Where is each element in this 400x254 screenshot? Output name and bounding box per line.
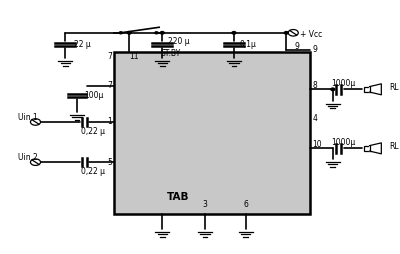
Text: 4: 4 [313, 114, 318, 123]
Circle shape [284, 31, 288, 34]
Text: 9: 9 [313, 45, 318, 54]
Text: 22 μ: 22 μ [74, 40, 91, 49]
Text: 8: 8 [313, 81, 317, 90]
Text: + Vcc: + Vcc [300, 29, 322, 39]
Text: TAB: TAB [166, 192, 189, 202]
Text: 9: 9 [295, 42, 300, 51]
Text: 10: 10 [313, 140, 322, 149]
Bar [364, 146, 370, 151]
Text: Uin 2: Uin 2 [18, 153, 38, 162]
Text: 7: 7 [107, 81, 112, 90]
Circle shape [160, 31, 164, 34]
Text: RL: RL [389, 142, 399, 151]
Text: 7: 7 [107, 52, 112, 61]
Text: 220 μ: 220 μ [168, 37, 190, 45]
Circle shape [119, 32, 122, 34]
Polygon shape [370, 143, 381, 154]
Text: 0,22 μ: 0,22 μ [81, 167, 105, 176]
Circle shape [331, 88, 335, 91]
Polygon shape [370, 84, 381, 95]
Text: 1000μ: 1000μ [331, 138, 355, 147]
Text: 100μ: 100μ [84, 91, 103, 100]
Text: 11: 11 [129, 52, 139, 61]
Bar [364, 87, 370, 92]
Text: 5: 5 [107, 158, 112, 167]
Text: 0,22 μ: 0,22 μ [81, 127, 105, 136]
Bar [114, 52, 310, 214]
Text: 3: 3 [202, 200, 207, 209]
Text: Uin 1: Uin 1 [18, 113, 38, 122]
Circle shape [127, 31, 131, 34]
Text: 0,1μ: 0,1μ [240, 40, 257, 49]
Text: RL: RL [389, 83, 399, 92]
Text: 1: 1 [107, 118, 112, 126]
Text: 1000μ: 1000μ [331, 79, 355, 88]
Circle shape [155, 32, 158, 34]
Text: ST.BY: ST.BY [160, 49, 180, 58]
Circle shape [232, 31, 236, 34]
Text: 6: 6 [243, 200, 248, 209]
